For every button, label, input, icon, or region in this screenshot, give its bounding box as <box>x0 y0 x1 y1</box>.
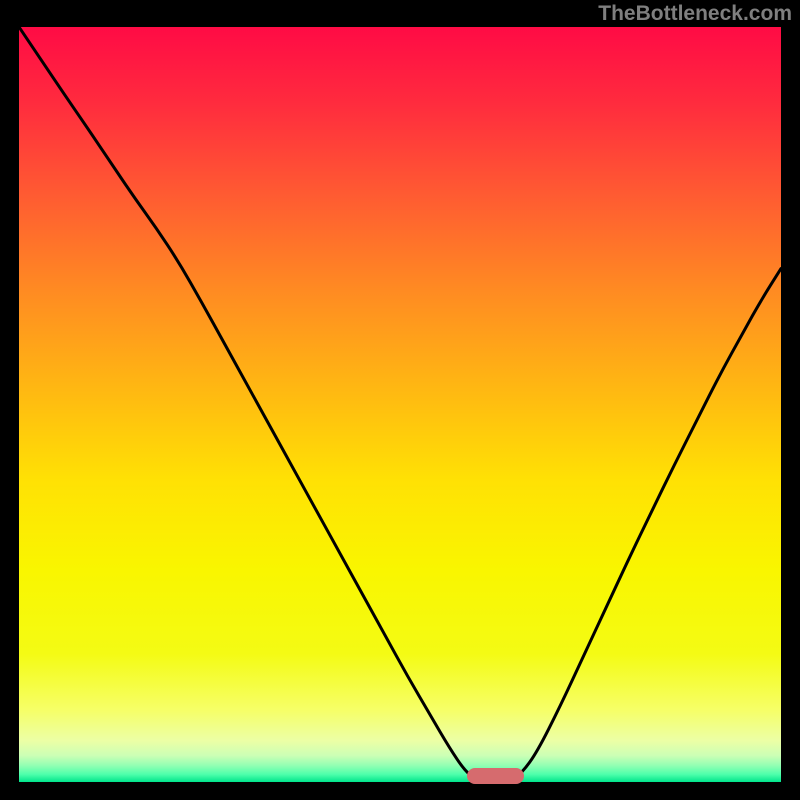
chart-container: TheBottleneck.com <box>0 0 800 800</box>
plot-area <box>19 27 781 782</box>
watermark-text: TheBottleneck.com <box>598 2 792 26</box>
optimum-marker <box>467 768 524 783</box>
bottleneck-curve <box>19 27 781 782</box>
